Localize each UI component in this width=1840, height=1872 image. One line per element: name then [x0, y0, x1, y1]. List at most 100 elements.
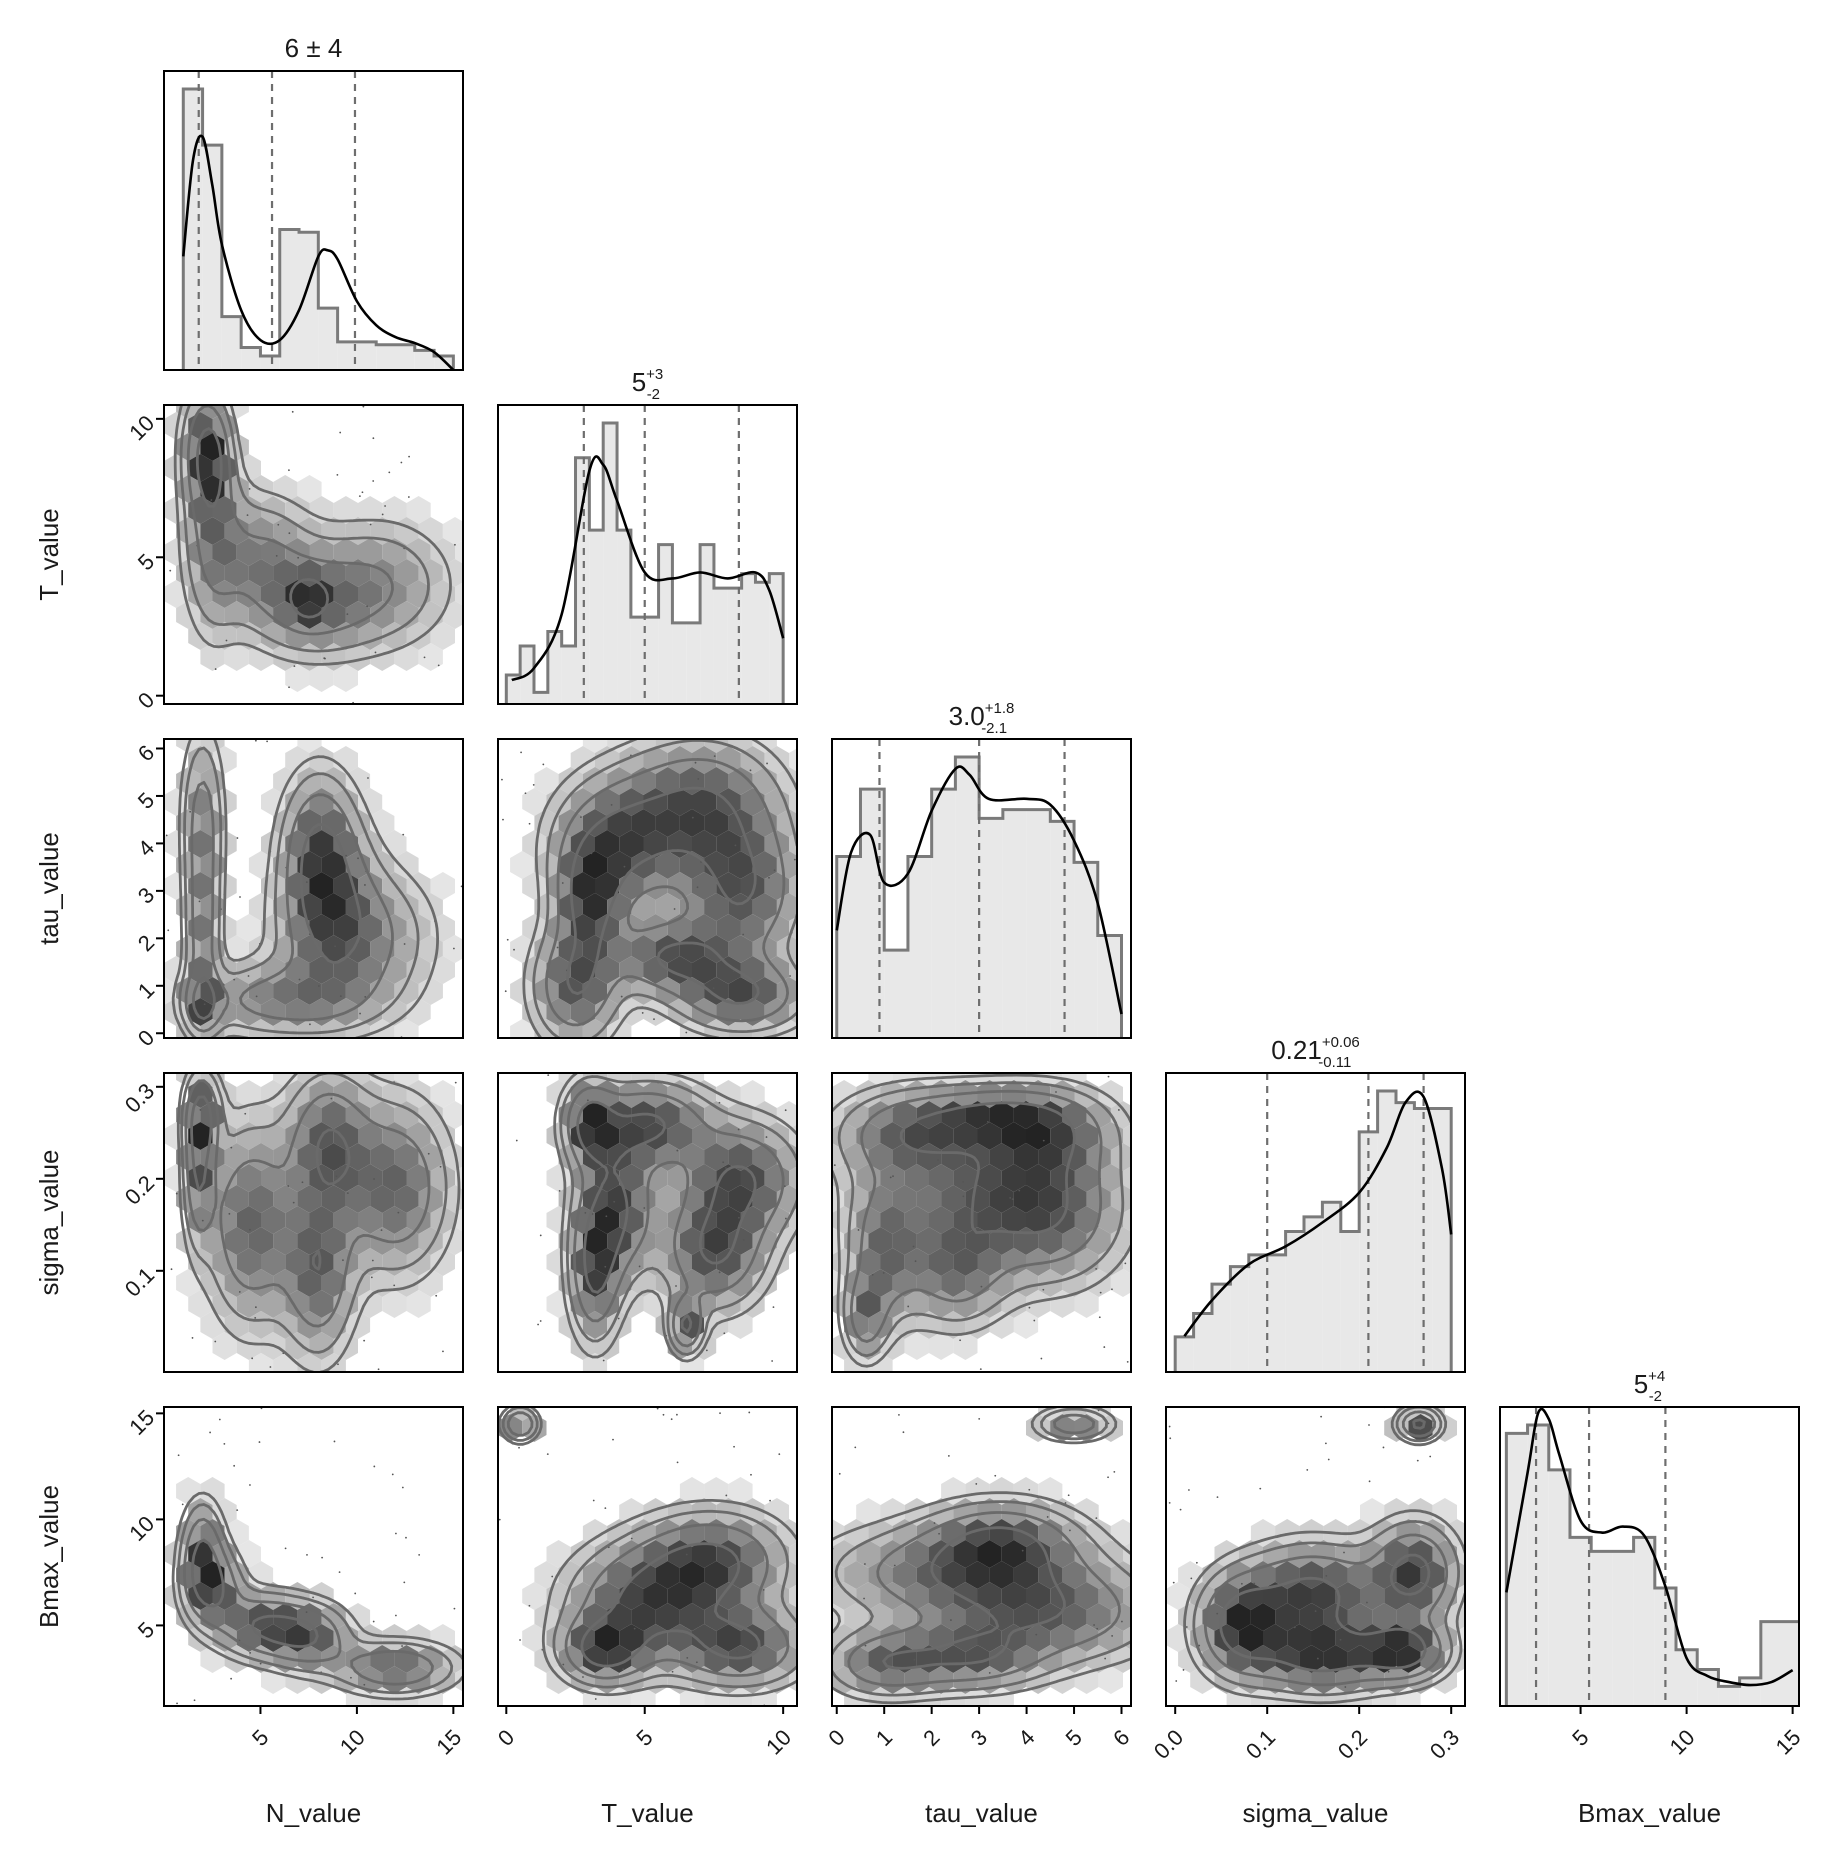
hexbin — [546, 1666, 571, 1694]
hexbin — [394, 601, 419, 629]
scatter-point — [1098, 1316, 1101, 1319]
hexbin — [188, 956, 213, 984]
diag-title-plus: +1.8 — [985, 700, 1015, 717]
hexbin — [333, 664, 358, 692]
hexbin — [965, 1477, 990, 1505]
contour-line — [191, 1538, 319, 1648]
scatter-point — [749, 769, 752, 772]
scatter-point — [454, 543, 456, 546]
hexbin — [1335, 1666, 1360, 1694]
hexbin — [1001, 1164, 1026, 1192]
x-tick-label: 0.1 — [1241, 1725, 1280, 1764]
y-axis-label: T_value — [34, 508, 64, 601]
scatter-point — [223, 1442, 226, 1445]
hexbin — [941, 1311, 966, 1339]
scatter-point — [1304, 1583, 1307, 1585]
scatter-point — [1179, 1508, 1182, 1511]
scatter-point — [203, 1003, 206, 1006]
hexbin — [631, 1561, 656, 1589]
diag-title-plus: +3 — [646, 366, 663, 383]
scatter-point — [546, 1453, 549, 1455]
scatter-point — [670, 1418, 673, 1421]
hexbin — [321, 1227, 346, 1255]
scatter-point — [1124, 1262, 1127, 1265]
hexbin — [224, 1519, 249, 1547]
x-tick-label: 0.2 — [1333, 1725, 1372, 1764]
hexbin — [297, 1645, 322, 1673]
scatter-point — [423, 656, 426, 659]
hexbin — [607, 1561, 632, 1589]
hexbin — [752, 893, 777, 921]
hexbin — [309, 956, 334, 984]
scatter-point — [676, 1413, 678, 1416]
hexbin — [801, 1143, 825, 1171]
hexbin — [1335, 1582, 1360, 1610]
y-tick-label: 0.2 — [120, 1170, 159, 1209]
hexbin — [467, 1645, 491, 1673]
hexbin — [655, 1185, 680, 1213]
hexbin — [752, 1185, 777, 1213]
hexbin — [582, 851, 608, 879]
scatter-point — [333, 1440, 336, 1443]
hexbin — [953, 1122, 978, 1150]
scatter-point — [1055, 1091, 1057, 1093]
scatter-point — [1069, 1529, 1071, 1532]
hexbin — [728, 1477, 753, 1505]
scatter-point — [892, 1175, 894, 1178]
scatter-point — [1259, 1487, 1262, 1490]
scatter-point — [558, 1189, 561, 1192]
scatter-point — [765, 1136, 768, 1138]
hexbin — [916, 1561, 942, 1589]
hexbin — [904, 1332, 929, 1360]
hexbin — [321, 601, 346, 629]
hexbin — [989, 1269, 1014, 1297]
scatter-point — [1195, 1561, 1198, 1564]
scatter-point — [339, 995, 342, 997]
hist-bar — [414, 350, 435, 370]
hexbin — [285, 1290, 310, 1318]
hexbin — [1086, 1185, 1111, 1213]
scatter-point — [254, 1306, 257, 1309]
hexbin — [321, 1073, 346, 1087]
x-tick-label: 5 — [631, 1725, 657, 1751]
hexbin — [285, 956, 310, 984]
hexbin — [977, 1080, 1002, 1108]
hexbin — [261, 1164, 286, 1192]
y-tick-label: 15 — [124, 1405, 159, 1440]
scatter-point — [176, 1702, 178, 1705]
hexbin — [285, 496, 310, 524]
y-tick-label: 10 — [124, 1511, 159, 1546]
hist-bar — [836, 856, 861, 1038]
hexbin — [808, 1164, 832, 1192]
scatter-point — [407, 496, 410, 498]
scatter-point — [685, 1553, 688, 1556]
scatter-point — [1188, 1489, 1190, 1491]
hist-bar — [561, 646, 576, 704]
hexbin — [582, 809, 608, 837]
hist-bar — [1414, 1108, 1433, 1372]
scatter-point — [857, 1229, 860, 1231]
hexbin — [1135, 1185, 1159, 1213]
hexbin — [813, 998, 837, 1026]
hexbin — [273, 893, 298, 921]
hexbin — [619, 830, 644, 858]
scatter-point — [719, 1412, 721, 1415]
scatter-point — [913, 1658, 916, 1661]
hexbin — [789, 1626, 797, 1650]
hexbin — [704, 1143, 729, 1171]
hexbin — [1408, 1582, 1433, 1610]
y-tick-label: 10 — [124, 410, 159, 445]
scatter-point — [400, 461, 403, 464]
scatter-point — [1117, 1109, 1120, 1111]
contour-line — [580, 1542, 761, 1668]
hexbin — [892, 1185, 917, 1213]
hexbin — [801, 1519, 825, 1547]
panel-frame — [497, 1072, 798, 1373]
scatter-point — [950, 1619, 952, 1621]
hexbin — [164, 538, 189, 566]
hexbin — [285, 1332, 310, 1360]
hexbin — [297, 977, 322, 1005]
hexbin — [430, 622, 455, 650]
hist-bar — [1718, 1686, 1740, 1706]
hexbin — [1135, 1227, 1159, 1255]
